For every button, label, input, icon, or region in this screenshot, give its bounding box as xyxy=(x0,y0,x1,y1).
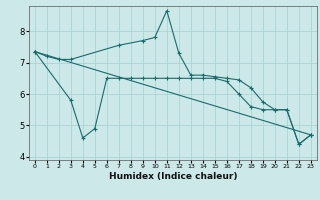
X-axis label: Humidex (Indice chaleur): Humidex (Indice chaleur) xyxy=(108,172,237,181)
